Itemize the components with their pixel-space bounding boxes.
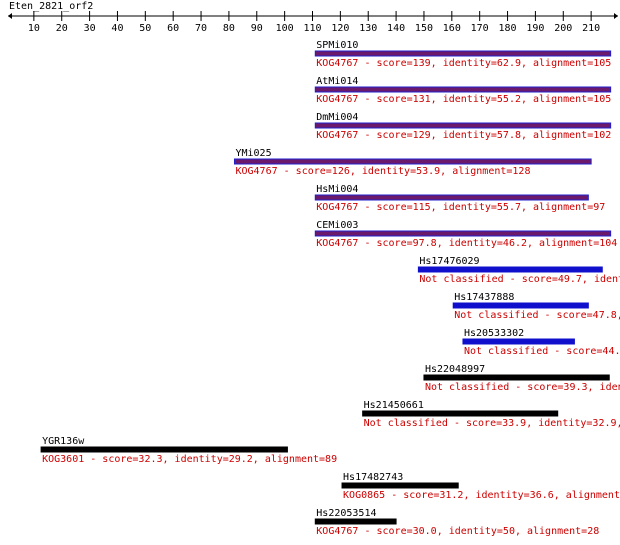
x-tick-label: 150: [415, 23, 433, 34]
hit-name: DmMi004: [316, 112, 358, 123]
chart-title: Eten_2821_orf2: [9, 1, 93, 12]
hit-name: SPMi010: [316, 40, 358, 51]
x-tick-label: 210: [582, 23, 600, 34]
hit-name: Hs20533302: [464, 328, 524, 339]
hit-bar: [314, 230, 612, 237]
x-tick-label: 170: [471, 23, 489, 34]
hit-bar: [314, 194, 589, 201]
hit-description: Not classified - score=44.7: [464, 346, 620, 357]
x-tick-label: 70: [195, 23, 207, 34]
x-tick-label: 200: [554, 23, 572, 34]
x-tick-label: 30: [84, 23, 96, 34]
hit-name: Hs21450661: [364, 400, 424, 411]
hit-name: HsMi004: [316, 184, 358, 195]
hit-bar: [40, 446, 288, 453]
hit-name: Hs17476029: [419, 256, 479, 267]
hit-name: YMi025: [235, 148, 271, 159]
hit-bar: [362, 410, 559, 417]
hit-bar: [462, 338, 575, 345]
hit-description: KOG4767 - score=131, identity=55.2, alig…: [316, 94, 611, 105]
x-tick-label: 50: [139, 23, 151, 34]
hit-description: Not classified - score=49.7, identity: [419, 274, 620, 285]
hit-description: Not classified - score=47.8, ident: [454, 310, 620, 321]
hit-name: Hs17437888: [454, 292, 514, 303]
hit-description: KOG3601 - score=32.3, identity=29.2, ali…: [42, 454, 337, 465]
x-tick-label: 120: [331, 23, 349, 34]
hit-description: KOG0865 - score=31.2, identity=36.6, ali…: [343, 490, 620, 501]
hit-bar: [417, 266, 603, 273]
x-tick-label: 110: [303, 23, 321, 34]
hit-name: YGR136w: [42, 436, 85, 447]
x-tick-label: 20: [56, 23, 68, 34]
hit-name: Hs22048997: [425, 364, 485, 375]
hit-bar: [314, 86, 612, 93]
x-tick-label: 160: [443, 23, 461, 34]
x-tick-label: 100: [276, 23, 294, 34]
hit-description: KOG4767 - score=97.8, identity=46.2, ali…: [316, 238, 617, 249]
hit-description: KOG4767 - score=30.0, identity=50, align…: [316, 526, 599, 537]
x-tick-label: 130: [359, 23, 377, 34]
x-tick-label: 60: [167, 23, 179, 34]
hit-name: Hs17482743: [343, 472, 403, 483]
hit-description: KOG4767 - score=139, identity=62.9, alig…: [316, 58, 611, 69]
x-tick-label: 90: [251, 23, 263, 34]
x-tick-label: 10: [28, 23, 40, 34]
x-tick-label: 40: [111, 23, 123, 34]
hit-name: Hs22053514: [316, 508, 376, 519]
hit-bar: [423, 374, 610, 381]
hit-bar: [314, 50, 612, 57]
hit-bar: [341, 482, 459, 489]
x-tick-label: 80: [223, 23, 235, 34]
hit-bar: [452, 302, 589, 309]
hit-bar: [233, 158, 592, 165]
hit-description: KOG4767 - score=126, identity=53.9, alig…: [235, 166, 530, 177]
hit-description: Not classified - score=33.9, identity=32…: [364, 418, 620, 429]
x-tick-label: 180: [499, 23, 517, 34]
hit-description: KOG4767 - score=129, identity=57.8, alig…: [316, 130, 611, 141]
hit-name: CEMi003: [316, 220, 358, 231]
x-tick-label: 140: [387, 23, 405, 34]
hit-description: Not classified - score=39.3, ident: [425, 382, 620, 393]
hit-description: KOG4767 - score=115, identity=55.7, alig…: [316, 202, 605, 213]
hit-bar: [314, 518, 397, 525]
x-tick-label: 190: [526, 23, 544, 34]
hit-bar: [314, 122, 612, 129]
hit-name: AtMi014: [316, 76, 358, 87]
